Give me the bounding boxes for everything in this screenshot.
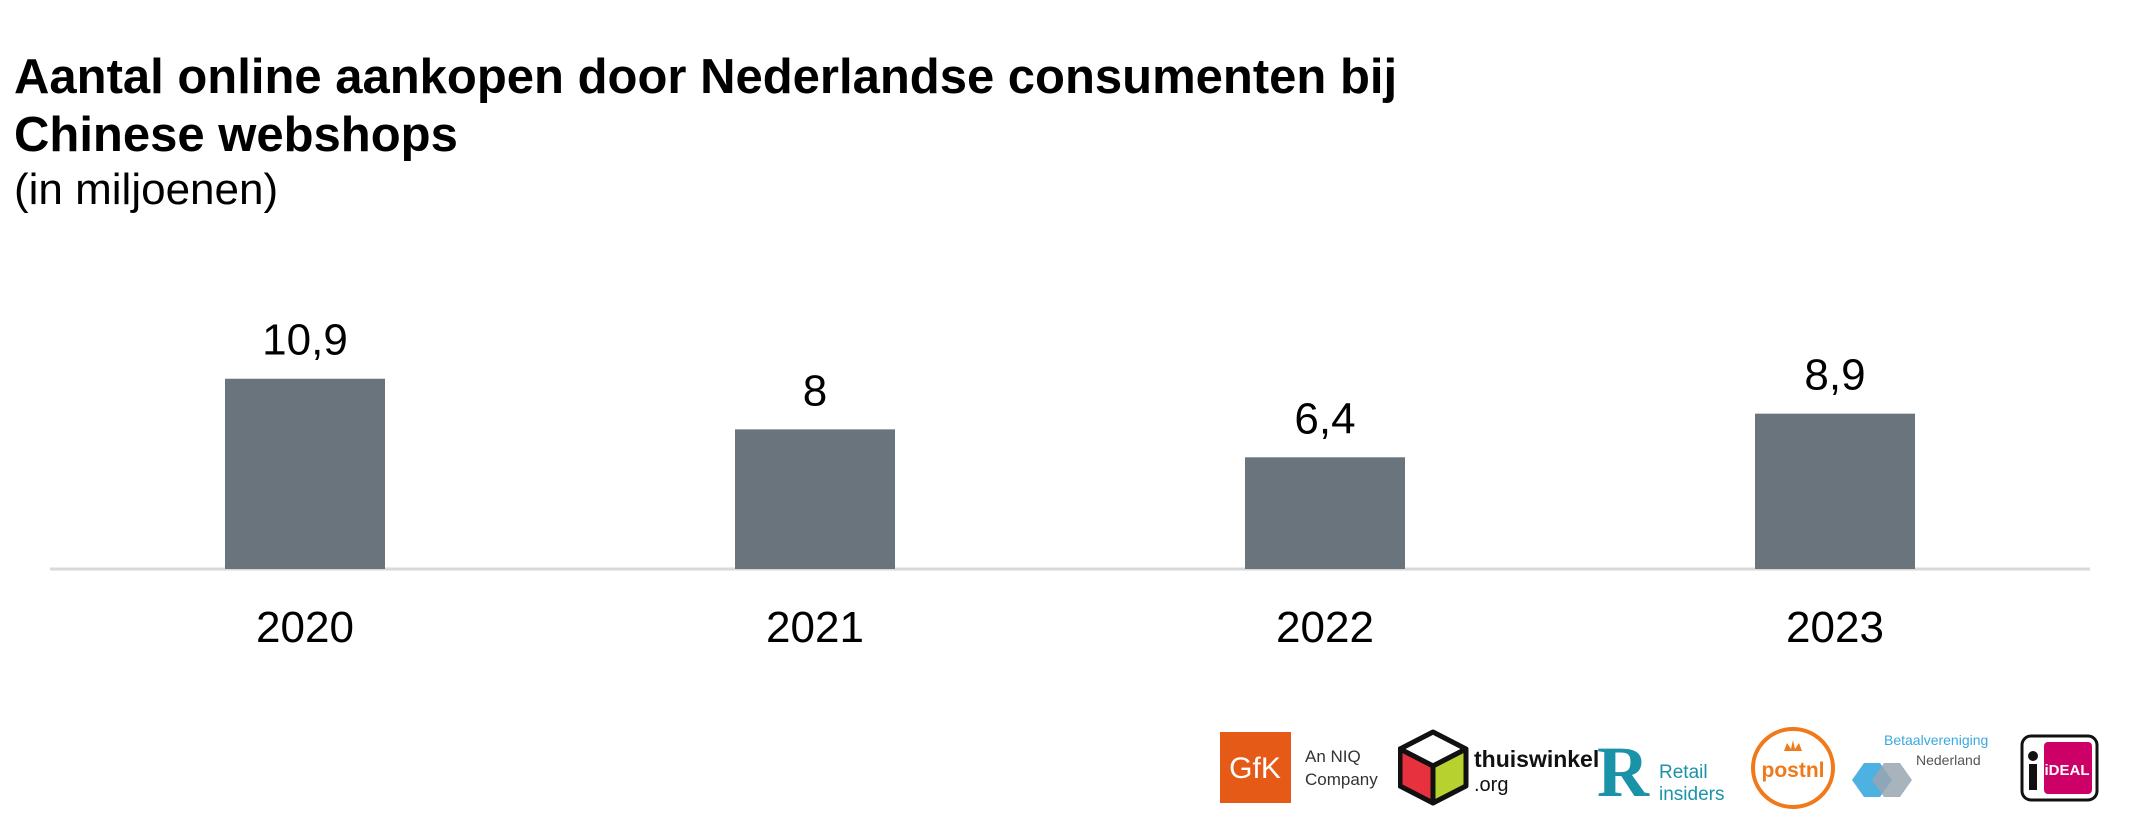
partner-logos: GfK An NIQ Company thuiswinkel .org R Re… [1220,720,2120,815]
data-label-2020: 10,9 [262,316,348,365]
bar-2023 [1755,413,1915,569]
gfk-logo-tagline-2: Company [1305,770,1378,789]
retail-insiders-line-2: insiders [1659,784,1724,805]
thuiswinkel-logo: thuiswinkel .org [1398,729,1598,806]
x-tick-label-2020: 2020 [256,603,354,652]
bar-2021 [735,429,895,569]
betaalvereniging-shape-2 [1872,763,1912,797]
retail-insiders-line-1: Retail [1659,762,1708,783]
ideal-logo: iDEAL [2020,734,2099,802]
retail-insiders-logo: R Retail insiders [1597,734,1724,806]
thuiswinkel-cube-right [1430,746,1469,806]
postnl-logo-ring [1751,727,1835,809]
data-label-2023: 8,9 [1804,351,1865,400]
ideal-name: iDEAL [2045,762,2090,779]
betaalvereniging-logo: Betaalvereniging Nederland [1852,732,1988,797]
ideal-logo-stem [2029,764,2037,790]
ideal-logo-fill [2044,742,2092,794]
bar-chart: 10,9 2020 8 2021 6,4 2022 8,9 2023 [50,316,2090,652]
chart-subtitle: (in miljoenen) [14,165,279,214]
betaalvereniging-line-1: Betaalvereniging [1884,732,1988,748]
retail-insiders-mark: R [1597,734,1650,806]
x-tick-label-2023: 2023 [1786,603,1884,652]
postnl-logo: postnl [1751,727,1835,809]
thuiswinkel-suffix: .org [1474,774,1508,796]
chart-title: Aantal online aankopen door Nederlandse … [14,50,1398,162]
gfk-logo-mark: GfK [1229,752,1281,785]
postnl-name: postnl [1762,759,1825,782]
thuiswinkel-name: thuiswinkel [1474,746,1598,772]
ideal-logo-dot [2028,751,2038,761]
bar-2020 [225,378,385,569]
gfk-logo: GfK An NIQ Company [1220,732,1378,803]
x-tick-label-2021: 2021 [766,603,864,652]
betaalvereniging-line-2: Nederland [1916,752,1981,768]
gfk-logo-tagline-1: An NIQ [1305,747,1361,766]
crown-icon [1784,740,1802,751]
gfk-logo-box [1220,732,1291,803]
data-label-2022: 6,4 [1294,394,1355,443]
data-label-2021: 8 [803,366,827,415]
x-tick-label-2022: 2022 [1276,603,1374,652]
bar-2022 [1245,457,1405,569]
